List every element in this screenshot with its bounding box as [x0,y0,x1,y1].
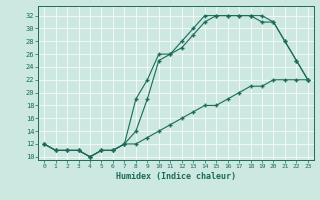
X-axis label: Humidex (Indice chaleur): Humidex (Indice chaleur) [116,172,236,181]
